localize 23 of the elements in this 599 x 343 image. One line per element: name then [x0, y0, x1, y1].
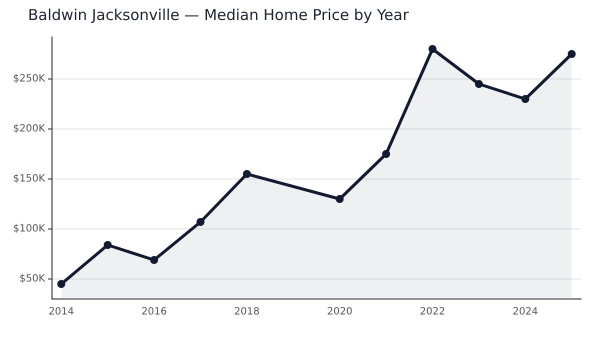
y-tick-label: $250K [12, 74, 46, 85]
x-tick-label: 2014 [48, 306, 74, 318]
chart-title: Baldwin Jacksonville — Median Home Price by Year [28, 6, 409, 24]
point [382, 150, 390, 158]
y-tick-label: $50K [19, 274, 46, 285]
x-tick-label: 2018 [234, 306, 260, 318]
point [196, 218, 204, 226]
x-tick-label: 2024 [512, 306, 538, 318]
point [150, 256, 158, 264]
point [57, 280, 66, 288]
point [474, 80, 483, 88]
y-tick-label: $150K [12, 174, 46, 185]
point [428, 45, 437, 53]
point [336, 195, 344, 203]
x-tick-label: 2016 [141, 306, 167, 318]
point [568, 50, 576, 58]
x-tick-label: 2020 [326, 306, 352, 318]
y-tick-label: $200K [12, 124, 46, 135]
point [521, 95, 530, 103]
point [242, 170, 251, 178]
x-tick-label: 2022 [420, 306, 446, 318]
y-tick-label: $100K [12, 224, 46, 235]
point [104, 241, 112, 249]
